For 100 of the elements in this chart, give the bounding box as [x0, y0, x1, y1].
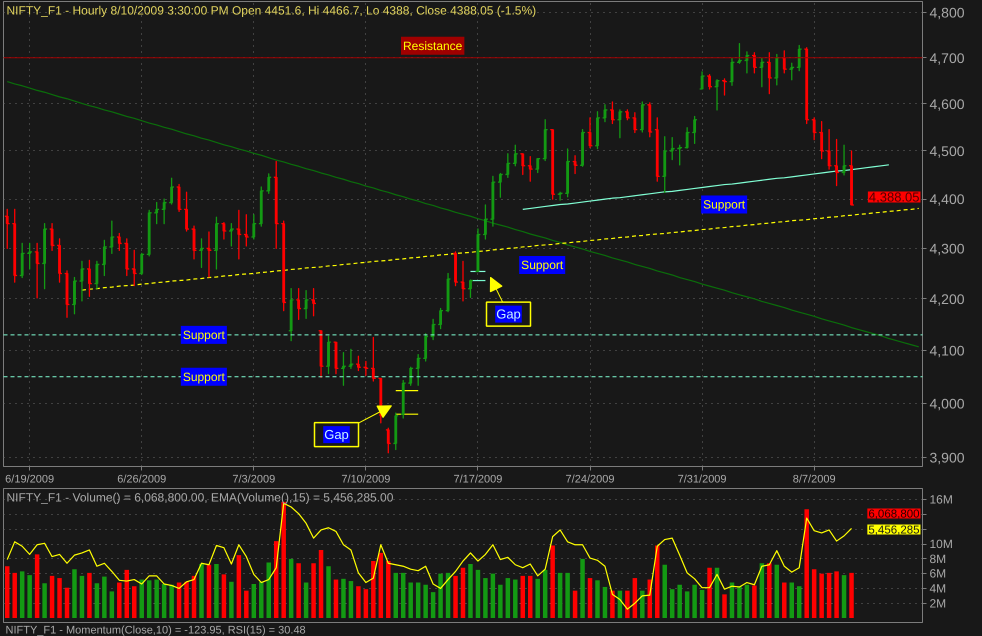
bar [57, 578, 62, 618]
bar [341, 578, 346, 618]
candlestick [422, 333, 429, 362]
bar [356, 586, 361, 618]
bar [12, 572, 17, 618]
bar [139, 580, 144, 618]
candlestick [586, 117, 594, 148]
bar [662, 564, 667, 618]
candlestick [580, 128, 586, 167]
series-label: Support [703, 198, 746, 212]
y-tick-label: 4,200 [930, 290, 965, 307]
chart-title: NIFTY_F1 - Hourly 8/10/2009 3:30:00 PM Open 4451.6, Hi 4466.7, Lo 4388, Close 4388.05 (-1.5%) [6, 4, 536, 18]
candlestick [206, 231, 212, 278]
annotation: Gap [324, 427, 349, 442]
bar [655, 546, 660, 618]
candlestick [64, 270, 70, 318]
y-tick-label: 4,700 [930, 50, 965, 66]
candlestick [362, 360, 369, 376]
text: NIFTY_F1 - Momentum(Close,10) = -123.95, RSI(15) = 30.48 [6, 624, 306, 636]
bar [87, 572, 92, 618]
bar [364, 589, 368, 618]
bar [602, 586, 608, 618]
y-tick-label: 16M [930, 492, 953, 507]
bar [842, 575, 846, 618]
candlestick [766, 52, 772, 94]
bar [625, 590, 630, 618]
candlestick [340, 352, 346, 386]
candlestick [49, 222, 56, 252]
candlestick [168, 178, 175, 205]
candlestick [669, 137, 676, 160]
bar [498, 584, 503, 618]
x-tick-label: 7/24/2009 [566, 474, 614, 486]
x-tick-label: 7/31/2009 [678, 474, 727, 486]
candlestick [758, 58, 765, 88]
ref-line-label: Support [182, 328, 226, 342]
candlestick [236, 210, 242, 260]
candlestick [131, 250, 138, 286]
bar [446, 572, 450, 618]
bar [274, 541, 278, 618]
y-tick-label: 3,900 [930, 450, 965, 466]
y-tick-label: 6M [930, 566, 946, 581]
bar [214, 564, 219, 618]
bar [580, 558, 585, 618]
bar [132, 586, 136, 618]
y-tick-label: 2M [930, 596, 946, 610]
bar [371, 561, 376, 618]
bar [483, 578, 488, 618]
bar [700, 590, 704, 618]
candlestick [550, 128, 556, 200]
candlestick [841, 144, 848, 176]
bar [378, 552, 384, 618]
candlestick [676, 144, 683, 166]
annotation: 5,456,285 [868, 524, 920, 536]
bar [572, 590, 578, 618]
candlestick [325, 336, 332, 374]
bar [535, 578, 540, 618]
bar [169, 584, 174, 618]
candlestick [438, 308, 444, 330]
candlestick [288, 288, 294, 342]
candlestick [609, 101, 616, 124]
x-tick-label: 6/19/2009 [5, 474, 54, 486]
candlestick [280, 220, 287, 312]
bar [744, 584, 750, 618]
bar [610, 590, 615, 618]
bar [684, 591, 690, 618]
annotation: 4,388.05 [868, 189, 920, 204]
bar [162, 584, 166, 618]
bar [20, 571, 24, 618]
candlestick [602, 104, 608, 122]
x-tick-label: 7/17/2009 [453, 474, 502, 486]
y-tick-label: 4,300 [930, 240, 965, 256]
bar [296, 563, 301, 618]
candlestick [78, 260, 85, 302]
bar [311, 563, 316, 618]
candlestick [804, 47, 810, 124]
bar [513, 580, 518, 618]
bar [416, 582, 420, 618]
candlestick [26, 242, 33, 270]
candlestick [303, 290, 310, 319]
candlestick [699, 71, 706, 90]
bar [476, 570, 480, 618]
candlestick [474, 228, 481, 272]
candlestick [154, 202, 160, 224]
bar [782, 582, 787, 618]
bar [849, 572, 854, 618]
bar [229, 582, 234, 618]
bar [124, 570, 130, 618]
candlestick [564, 148, 571, 198]
bar [64, 588, 70, 618]
bar [752, 585, 757, 618]
bar [790, 582, 794, 618]
candlestick [94, 260, 100, 290]
y-tick-label: 10M [930, 537, 953, 552]
bar [558, 572, 562, 618]
bar [804, 509, 809, 618]
y-tick-label: 4,100 [930, 342, 965, 358]
bar [117, 582, 122, 618]
ref-line-label: Resistance [402, 38, 463, 53]
bar [252, 584, 256, 618]
candlestick [445, 272, 452, 312]
